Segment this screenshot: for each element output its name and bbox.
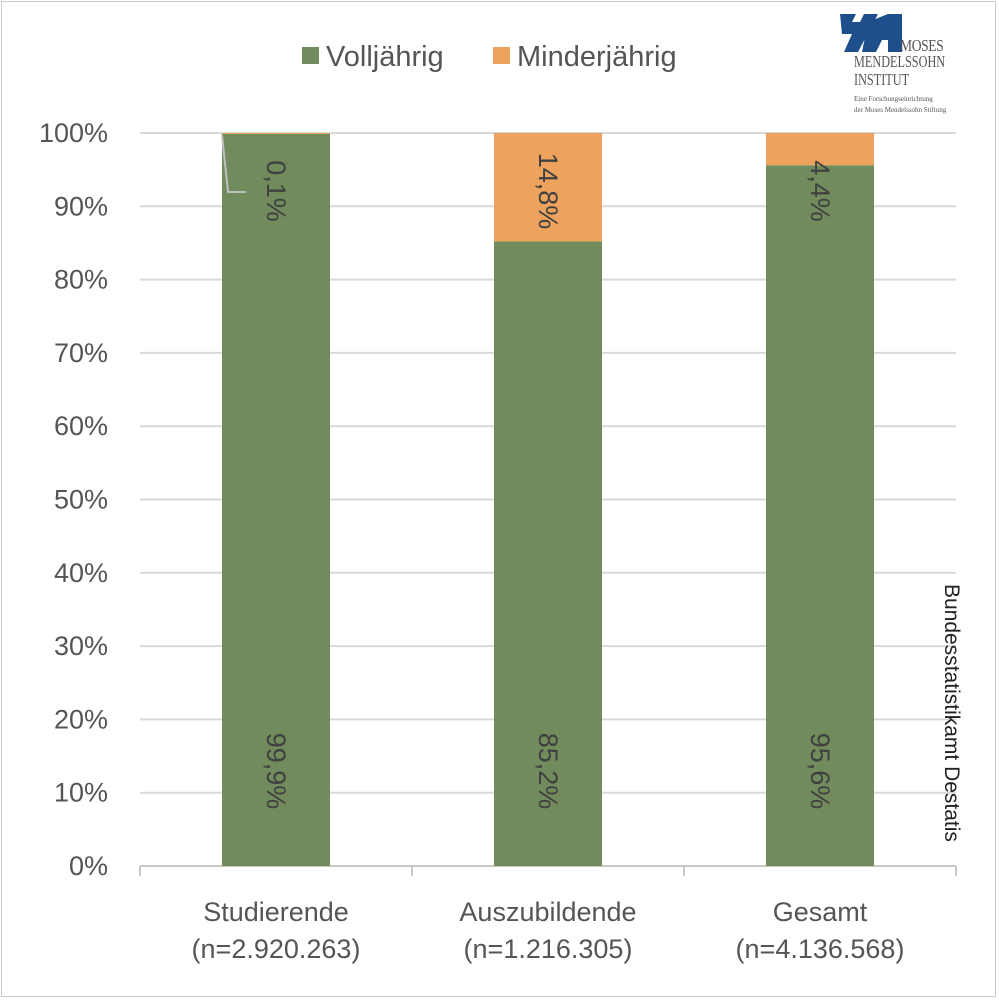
x-tick-label: (n=4.136.568) xyxy=(736,934,905,964)
data-label: 0,1% xyxy=(261,160,291,222)
data-label: 85,2% xyxy=(533,733,563,810)
x-tick-label: Studierende xyxy=(203,897,349,927)
x-tick-label: (n=1.216.305) xyxy=(464,934,633,964)
legend-label: Volljährig xyxy=(326,41,444,73)
x-tick-label: Gesamt xyxy=(773,897,868,927)
bar-volljaehrig xyxy=(494,241,602,866)
source-label: Bundesstatistikamt Destatis xyxy=(940,584,963,842)
logo-subtext: der Moses Mendelssohn Stiftung xyxy=(854,106,947,114)
data-label: 4,4% xyxy=(805,160,835,222)
y-tick-label: 10% xyxy=(54,778,108,808)
y-tick-label: 90% xyxy=(54,191,108,221)
data-label: 99,9% xyxy=(261,733,291,810)
moses-mendelssohn-institut-logo: MOSES MENDELSSOHN INSTITUT Eine Forschun… xyxy=(838,12,963,132)
bar-minderjaehrig xyxy=(494,133,602,242)
data-label: 95,6% xyxy=(805,733,835,810)
bar-minderjaehrig xyxy=(766,133,874,166)
y-tick-label: 80% xyxy=(54,265,108,295)
x-tick-label: Auszubildende xyxy=(459,897,636,927)
x-tick-label: (n=2.920.263) xyxy=(192,934,361,964)
logo-text: MOSES xyxy=(900,36,944,55)
bar-volljaehrig xyxy=(222,133,330,866)
y-tick-label: 0% xyxy=(69,851,108,881)
logo-text: MENDELSSOHN xyxy=(854,52,946,71)
bar-volljaehrig xyxy=(766,165,874,866)
logo-text: INSTITUT xyxy=(854,70,910,89)
y-tick-label: 60% xyxy=(54,411,108,441)
y-tick-label: 40% xyxy=(54,558,108,588)
leader-line xyxy=(221,134,246,193)
data-label: 14,8% xyxy=(533,153,563,230)
logo-subtext: Eine Forschungseinrichtung xyxy=(854,95,933,103)
y-tick-label: 50% xyxy=(54,485,108,515)
y-tick-label: 70% xyxy=(54,338,108,368)
legend-swatch-volljaehrig xyxy=(302,47,319,64)
y-tick-label: 20% xyxy=(54,704,108,734)
logo-mark-icon xyxy=(840,14,902,52)
legend-swatch-minderjaehrig xyxy=(493,47,510,64)
y-tick-label: 100% xyxy=(39,118,108,148)
bar-minderjaehrig xyxy=(222,133,330,134)
y-tick-label: 30% xyxy=(54,631,108,661)
legend-label: Minderjährig xyxy=(517,41,677,73)
